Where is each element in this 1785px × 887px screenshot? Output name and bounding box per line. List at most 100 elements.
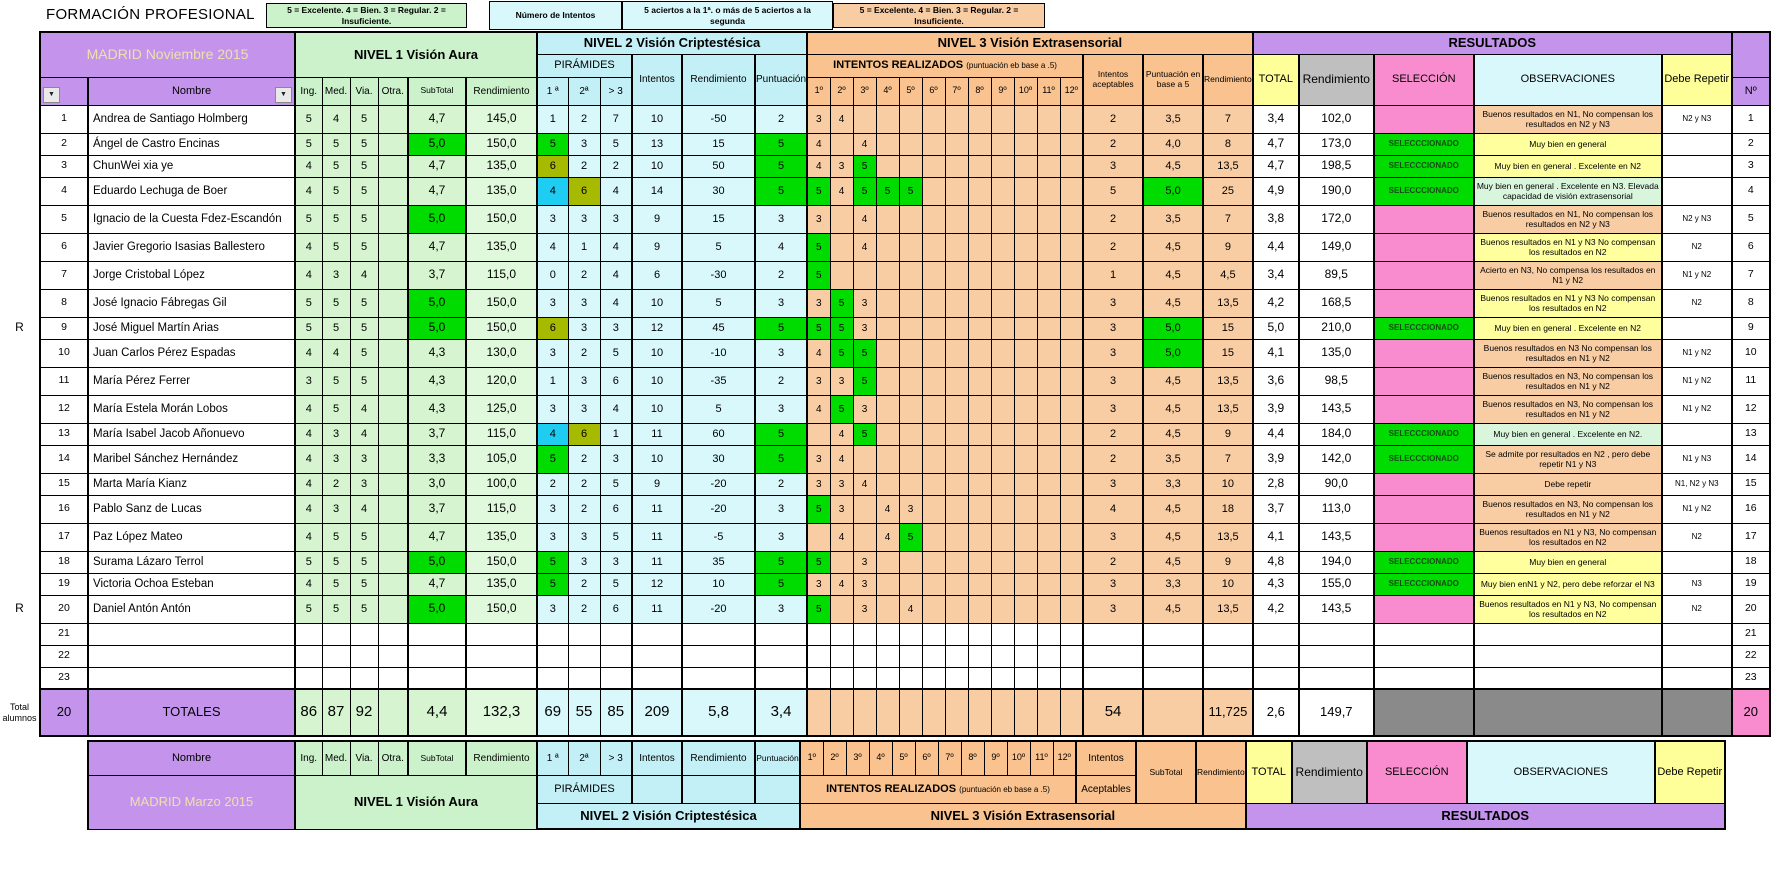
n2-piramide3-cell[interactable]: 3 — [599, 316, 633, 340]
n1-via-cell[interactable]: 5 — [349, 132, 379, 156]
n1-rendimiento-cell[interactable]: 120,0 — [465, 366, 538, 396]
n3-attempt-cell[interactable] — [852, 666, 877, 690]
numero-cell[interactable]: 8 — [1730, 288, 1771, 318]
row-number-cell[interactable]: 15 — [39, 472, 89, 496]
n1-ing-cell[interactable]: 4 — [294, 572, 323, 596]
n2-piramide3-cell[interactable]: 4 — [599, 176, 633, 206]
name-cell[interactable]: Andrea de Santiago Holmberg — [87, 104, 296, 134]
n2-puntuacion-cell[interactable] — [753, 622, 808, 646]
n3-attempt-cell[interactable] — [944, 366, 969, 396]
n3-attempt-cell[interactable]: 4 — [806, 338, 831, 368]
n2-intentos-cell[interactable]: 10 — [631, 444, 683, 474]
n3-attempt-cell[interactable] — [898, 644, 923, 668]
n3-attempt-cell[interactable] — [852, 444, 877, 474]
n2-piramide2-cell[interactable]: 2 — [567, 444, 601, 474]
n3-attempt-cell[interactable] — [898, 550, 923, 574]
n3-attempt-cell[interactable] — [990, 260, 1015, 290]
n1-via-cell[interactable]: 4 — [349, 394, 379, 424]
n3-attempt-cell[interactable] — [829, 550, 854, 574]
observaciones-cell[interactable]: Buenos resultados en N3, No compensan lo… — [1472, 394, 1663, 424]
n3-rendimiento-cell[interactable]: 10 — [1202, 472, 1254, 496]
numero-cell[interactable]: 18 — [1730, 550, 1771, 574]
n1-via-cell[interactable]: 5 — [349, 288, 379, 318]
n1-via-cell[interactable] — [349, 644, 379, 668]
n3-attempt-cell[interactable] — [829, 232, 854, 262]
n1-otra-cell[interactable] — [377, 176, 409, 206]
n3-attempt-cell[interactable] — [967, 338, 992, 368]
n3-puntuacion-base5-cell[interactable]: 4,5 — [1142, 594, 1204, 624]
rendimiento-final-cell[interactable]: 194,0 — [1297, 550, 1375, 574]
n3-attempt-cell[interactable] — [1059, 260, 1084, 290]
n1-via-cell[interactable]: 3 — [349, 444, 379, 474]
n3-attempt-cell[interactable] — [921, 594, 946, 624]
n3-attempt-cell[interactable]: 4 — [852, 472, 877, 496]
rendimiento-final-cell[interactable] — [1297, 644, 1375, 668]
n1-otra-cell[interactable] — [377, 594, 409, 624]
numero-cell[interactable]: 4 — [1730, 176, 1771, 206]
n3-attempt-cell[interactable]: 5 — [852, 176, 877, 206]
n3-attempt-cell[interactable]: 3 — [898, 494, 923, 524]
n1-via-cell[interactable]: 5 — [349, 232, 379, 262]
n1-ing-cell[interactable]: 5 — [294, 132, 323, 156]
n2-rendimiento-cell[interactable]: 15 — [681, 132, 756, 156]
debe-repetir-cell[interactable]: N3 — [1660, 572, 1733, 596]
rendimiento-final-cell[interactable]: 90,0 — [1297, 472, 1375, 496]
n1-otra-cell[interactable] — [377, 154, 409, 178]
n3-attempt-cell[interactable] — [1059, 288, 1084, 318]
n3-attempt-cell[interactable] — [921, 338, 946, 368]
name-cell[interactable] — [87, 666, 296, 690]
n3-attempt-cell[interactable] — [1036, 394, 1061, 424]
name-cell[interactable]: María Pérez Ferrer — [87, 366, 296, 396]
n3-attempt-cell[interactable] — [967, 104, 992, 134]
n3-attempt-cell[interactable]: 5 — [852, 422, 877, 446]
n1-via-cell[interactable]: 5 — [349, 522, 379, 552]
n3-attempt-cell[interactable]: 4 — [806, 394, 831, 424]
n1-subtotal-cell[interactable]: 3,7 — [407, 422, 467, 446]
n3-attempt-cell[interactable] — [967, 622, 992, 646]
name-cell[interactable]: Marta María Kianz — [87, 472, 296, 496]
n2-puntuacion-cell[interactable]: 3 — [753, 338, 808, 368]
n3-attempt-cell[interactable] — [967, 444, 992, 474]
totals-n3-attempt-cell[interactable] — [1036, 688, 1061, 737]
n3-attempt-cell[interactable] — [921, 644, 946, 668]
n3-attempt-cell[interactable] — [898, 444, 923, 474]
n3-attempt-cell[interactable] — [898, 472, 923, 496]
n1-med-cell[interactable]: 3 — [321, 422, 351, 446]
n1-otra-cell[interactable] — [377, 494, 409, 524]
n2-intentos-cell[interactable]: 9 — [631, 472, 683, 496]
n3-attempt-cell[interactable] — [990, 132, 1015, 156]
n2-rendimiento-cell[interactable]: -20 — [681, 494, 756, 524]
n3-attempt-cell[interactable] — [1059, 394, 1084, 424]
n1-subtotal-cell[interactable]: 5,0 — [407, 288, 467, 318]
n1-otra-cell[interactable] — [377, 288, 409, 318]
n3-attempt-cell[interactable]: 5 — [898, 176, 923, 206]
n3-rendimiento-cell[interactable] — [1202, 622, 1254, 646]
totals-rendimiento-final-cell[interactable]: 149,7 — [1297, 688, 1375, 737]
n1-via-cell[interactable]: 5 — [349, 338, 379, 368]
row-number-cell[interactable]: 23 — [39, 666, 89, 690]
totals-n3-attempt-cell[interactable] — [1013, 688, 1038, 737]
n3-attempt-cell[interactable]: 3 — [852, 572, 877, 596]
n3-attempt-cell[interactable] — [967, 394, 992, 424]
n3-rendimiento-cell[interactable]: 13,5 — [1202, 154, 1254, 178]
n3-attempt-cell[interactable] — [875, 366, 900, 396]
totals-count-cell[interactable]: 20 — [39, 688, 89, 737]
n2-intentos-cell[interactable]: 10 — [631, 104, 683, 134]
n1-med-cell[interactable]: 5 — [321, 594, 351, 624]
seleccion-cell[interactable] — [1372, 594, 1475, 624]
numero-cell[interactable]: 22 — [1730, 644, 1771, 668]
n3-attempt-cell[interactable]: 4 — [875, 494, 900, 524]
n3-attempt-cell[interactable]: 4 — [806, 154, 831, 178]
n3-rendimiento-cell[interactable]: 13,5 — [1202, 594, 1254, 624]
n3-attempt-cell[interactable] — [990, 622, 1015, 646]
n2-piramide3-cell[interactable]: 7 — [599, 104, 633, 134]
n3-attempt-cell[interactable] — [967, 260, 992, 290]
n3-attempt-cell[interactable] — [875, 472, 900, 496]
numero-cell[interactable]: 2 — [1730, 132, 1771, 156]
totals-observaciones-cell[interactable] — [1472, 688, 1663, 737]
n3-intentos-aceptables-cell[interactable] — [1082, 666, 1144, 690]
rendimiento-final-cell[interactable]: 210,0 — [1297, 316, 1375, 340]
name-cell[interactable]: José Miguel Martín Arias — [87, 316, 296, 340]
n3-attempt-cell[interactable] — [898, 204, 923, 234]
n2-rendimiento-cell[interactable]: 10 — [681, 572, 756, 596]
